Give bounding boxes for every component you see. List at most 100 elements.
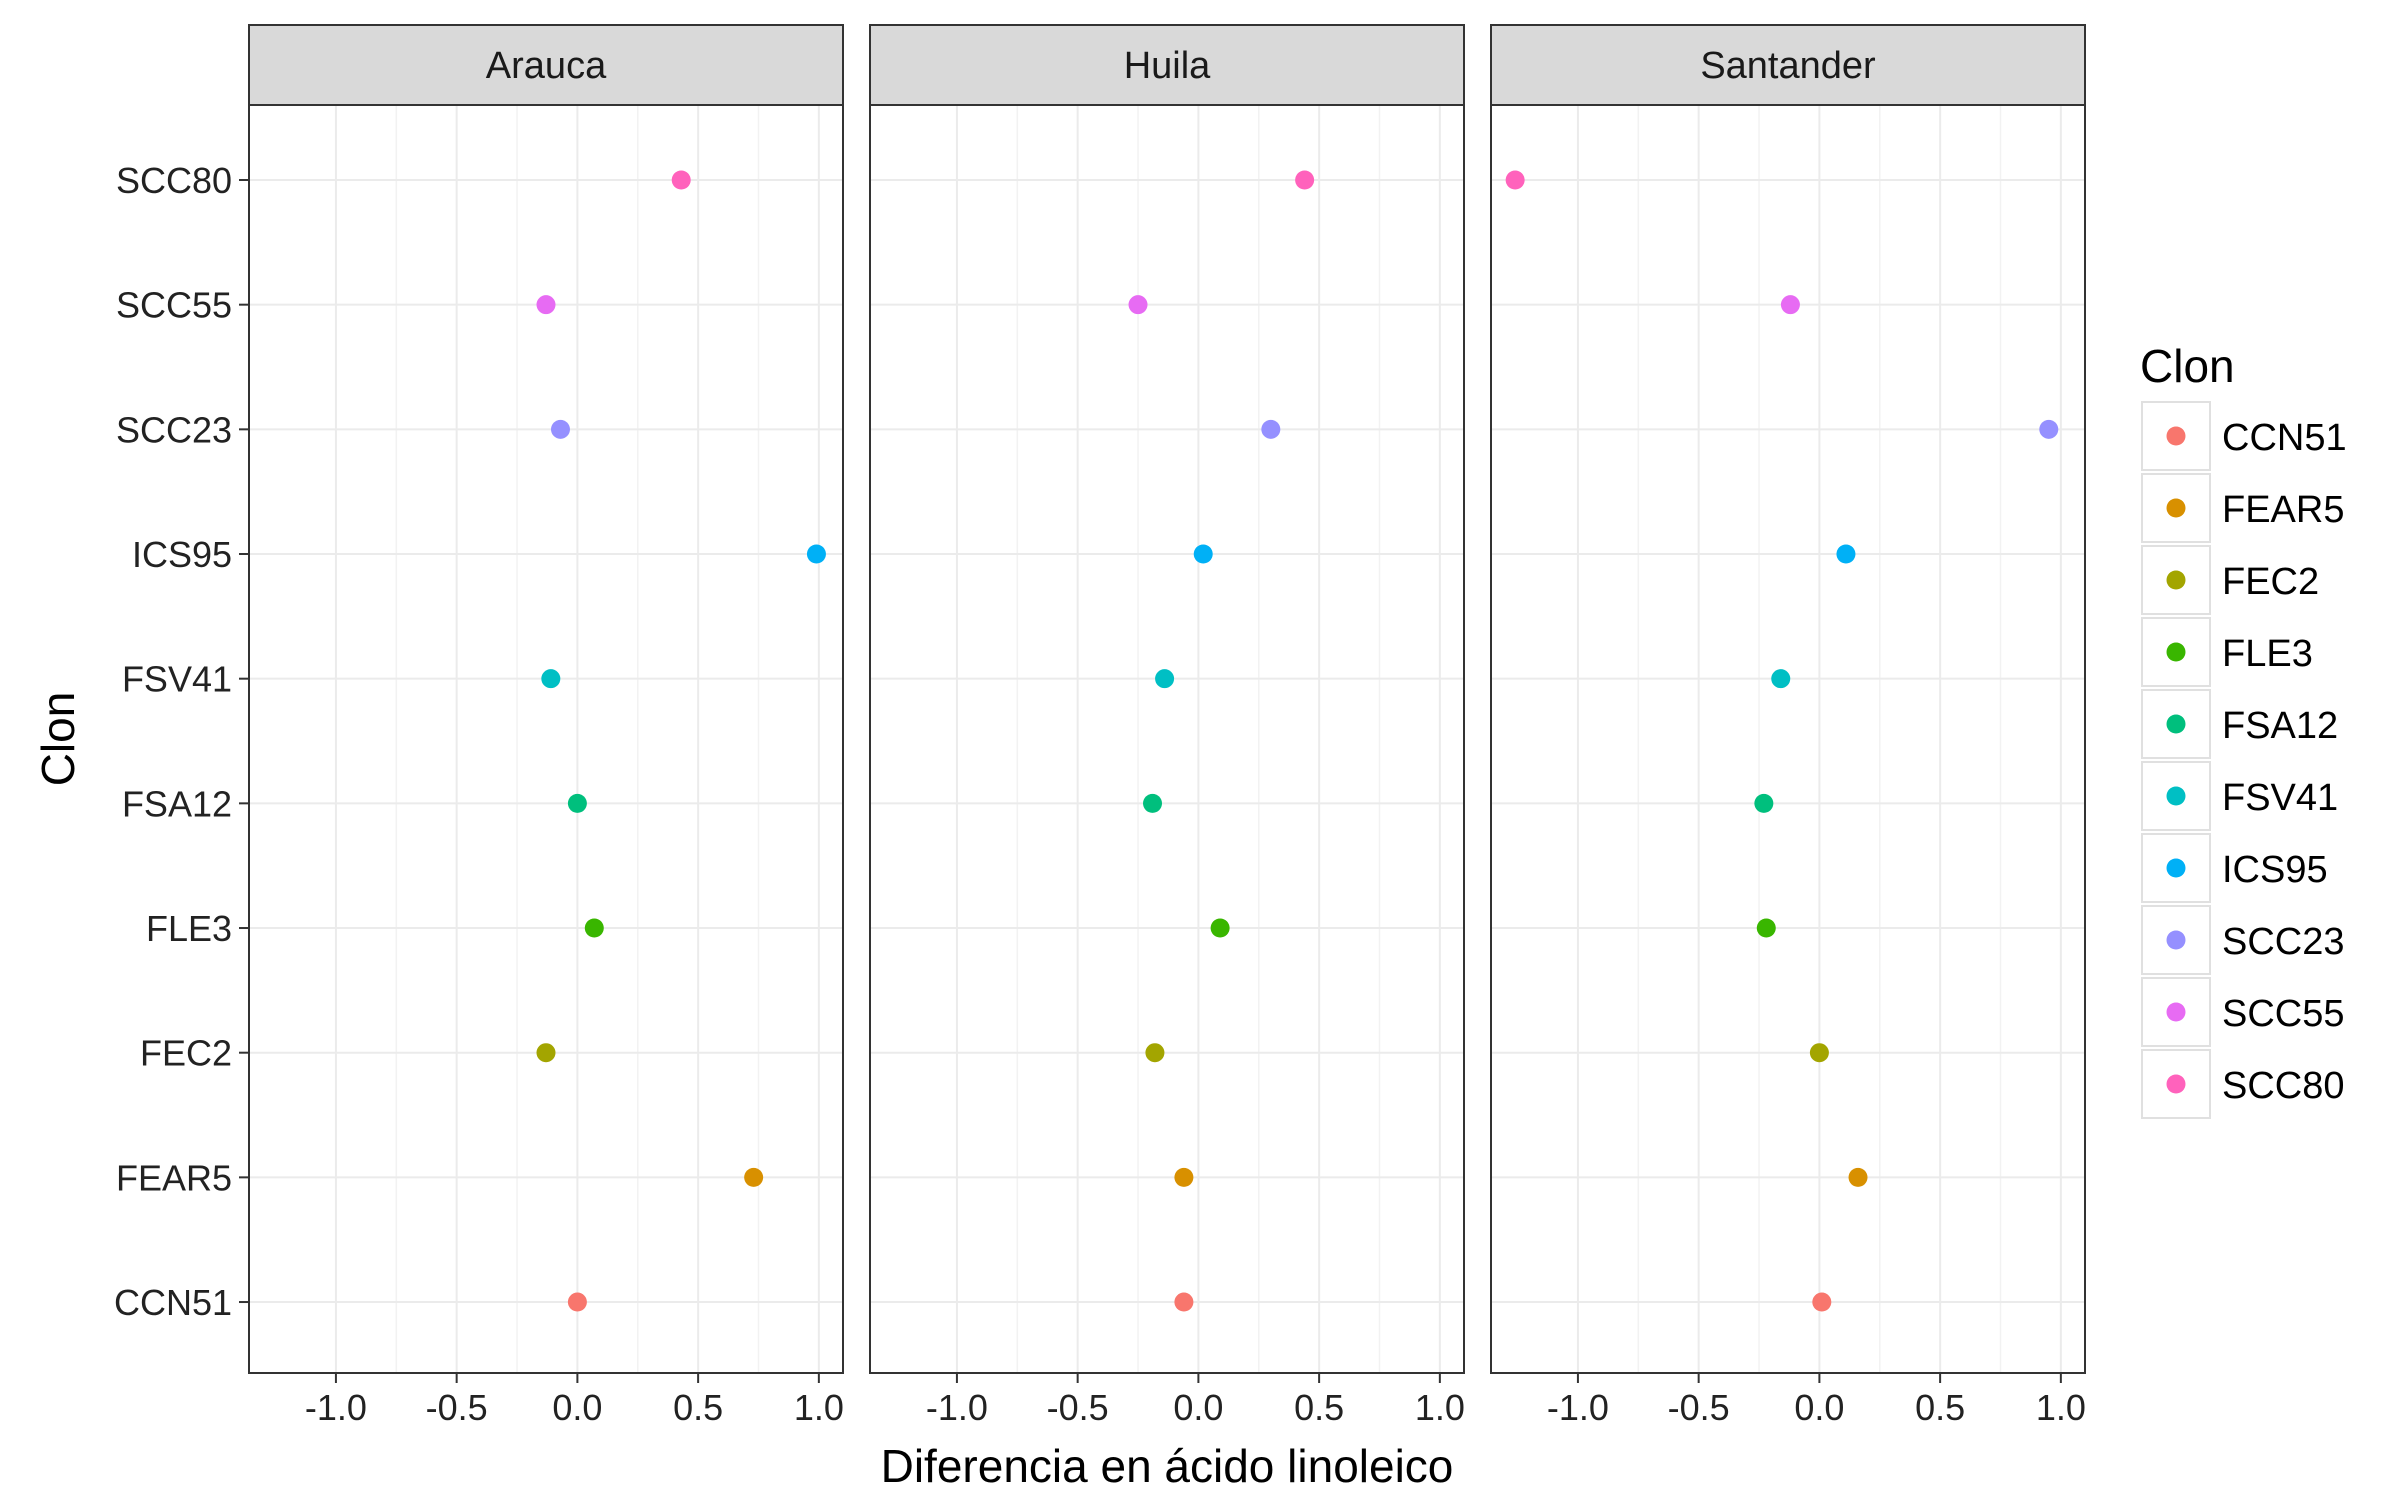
data-point-huila-ics95: [1193, 544, 1213, 564]
data-point-arauca-scc80: [671, 170, 691, 190]
legend-swatch: [2166, 570, 2186, 590]
y-tick-label: ICS95: [132, 534, 232, 575]
legend-item-fsv41: FSV41: [2139, 759, 2338, 833]
data-point-huila-ccn51: [1174, 1292, 1194, 1312]
panel-border: [1490, 104, 2086, 1374]
legend-item-fear5: FEAR5: [2139, 471, 2344, 545]
x-tick-label: 0.5: [1915, 1387, 1965, 1428]
data-point-huila-scc23: [1261, 419, 1281, 439]
facet-strip-label: Huila: [1124, 45, 1211, 87]
y-tick-label: FLE3: [146, 908, 232, 949]
data-point-arauca-fsa12: [567, 793, 587, 813]
facet-strip: [248, 24, 844, 106]
legend-swatch: [2166, 1074, 2186, 1094]
data-point-santander-scc80: [1505, 170, 1525, 190]
data-point-arauca-fle3: [584, 918, 604, 938]
x-tick-label: -0.5: [426, 1387, 488, 1428]
data-point-huila-fsa12: [1143, 793, 1163, 813]
legend-swatch: [2166, 786, 2186, 806]
x-tick-label: -1.0: [1547, 1387, 1609, 1428]
panel-background: [870, 105, 1464, 1373]
legend-label: SCC80: [2222, 1065, 2345, 1107]
facet-strip: [1490, 24, 2086, 106]
x-tick-label: 1.0: [794, 1387, 844, 1428]
legend-item-fec2: FEC2: [2139, 543, 2319, 617]
legend-item-ics95: ICS95: [2139, 831, 2328, 905]
legend-label: CCN51: [2222, 417, 2347, 459]
data-point-santander-fle3: [1756, 918, 1776, 938]
x-tick-label: 0.5: [673, 1387, 723, 1428]
x-tick-label: -1.0: [305, 1387, 367, 1428]
legend-label: ICS95: [2222, 849, 2328, 891]
legend-item-fsa12: FSA12: [2139, 687, 2338, 761]
y-tick-label: FEAR5: [116, 1157, 232, 1198]
legend-key-inner: [2141, 401, 2211, 471]
data-point-arauca-fsv41: [541, 669, 561, 689]
x-tick-label: -0.5: [1668, 1387, 1730, 1428]
data-point-huila-fle3: [1210, 918, 1230, 938]
legend-label: FSV41: [2222, 777, 2338, 819]
x-axis-title: Diferencia en ácido linoleico: [881, 1440, 1454, 1492]
data-point-santander-ics95: [1836, 544, 1856, 564]
legend-item-fle3: FLE3: [2139, 615, 2313, 689]
y-tick-label: SCC55: [116, 285, 232, 326]
data-point-santander-scc23: [2039, 419, 2059, 439]
legend-item-scc80: SCC80: [2139, 1047, 2345, 1121]
x-tick-label: 0.0: [1173, 1387, 1223, 1428]
x-tick-label: 0.0: [1794, 1387, 1844, 1428]
x-tick-label: 0.5: [1294, 1387, 1344, 1428]
data-point-santander-fec2: [1809, 1043, 1829, 1063]
legend-label: FEC2: [2222, 561, 2319, 603]
y-tick-label: SCC80: [116, 160, 232, 201]
facet-strip: [869, 24, 1465, 106]
y-tick-label: FEC2: [140, 1033, 232, 1074]
y-axis-title: Clon: [32, 692, 84, 787]
data-point-arauca-ics95: [806, 544, 826, 564]
data-point-huila-scc55: [1128, 295, 1148, 315]
data-point-santander-fsa12: [1754, 793, 1774, 813]
panel-border: [248, 104, 844, 1374]
legend-item-ccn51: CCN51: [2139, 399, 2347, 473]
data-point-arauca-fear5: [744, 1167, 764, 1187]
data-point-arauca-fec2: [536, 1043, 556, 1063]
legend-swatch: [2166, 642, 2186, 662]
x-tick-label: -1.0: [926, 1387, 988, 1428]
data-point-arauca-ccn51: [567, 1292, 587, 1312]
data-point-huila-fsv41: [1155, 669, 1175, 689]
legend-title: Clon: [2140, 340, 2235, 392]
legend-item-scc23: SCC23: [2139, 903, 2345, 977]
facet-strip-label: Arauca: [486, 45, 607, 87]
y-tick-label: CCN51: [114, 1282, 232, 1323]
facet-panel-santander: Santander -1.0 -0.5 0.0 0.5 1.0: [1490, 24, 2086, 1428]
data-point-santander-fsv41: [1771, 669, 1791, 689]
y-axis: CCN51 FEAR5 FEC2 FLE3 FSA12 FSV41 ICS95 SCC23 SC…: [114, 160, 249, 1323]
facet-panel-huila: Huila -1.0 -0.5 0.0 0.5 1.0: [869, 24, 1465, 1428]
legend-label: SCC55: [2222, 993, 2345, 1035]
data-point-arauca-scc23: [550, 419, 570, 439]
facet-panel-arauca: Arauca -1.0 -0.5 0.0 0.5 1.0: [248, 24, 844, 1428]
data-point-huila-fear5: [1174, 1167, 1194, 1187]
data-point-santander-ccn51: [1812, 1292, 1832, 1312]
legend-label: FEAR5: [2222, 489, 2344, 531]
y-tick-label: SCC23: [116, 409, 232, 450]
legend-label: SCC23: [2222, 921, 2345, 963]
legend-label: FLE3: [2222, 633, 2313, 675]
data-point-arauca-scc55: [536, 295, 556, 315]
legend-label: FSA12: [2222, 705, 2338, 747]
legend-swatch: [2166, 498, 2186, 518]
legend-swatch: [2166, 1002, 2186, 1022]
legend-item-scc55: SCC55: [2139, 975, 2345, 1049]
legend-swatch: [2166, 426, 2186, 446]
x-tick-label: -0.5: [1047, 1387, 1109, 1428]
facet-panels: Arauca -1.0 -0.5 0.0 0.5 1.0 Huila -1.0 -0.5 0.0 0…: [248, 24, 2086, 1428]
x-tick-label: 0.0: [552, 1387, 602, 1428]
legend-swatch: [2166, 714, 2186, 734]
panel-background: [249, 105, 843, 1373]
legend-swatch: [2166, 930, 2186, 950]
legend-key-inner: [2141, 473, 2211, 543]
y-tick-label: FSA12: [122, 783, 232, 824]
x-tick-label: 1.0: [1415, 1387, 1465, 1428]
facet-strip-label: Santander: [1700, 45, 1876, 87]
legend-swatch: [2166, 858, 2186, 878]
data-point-huila-scc80: [1295, 170, 1315, 190]
